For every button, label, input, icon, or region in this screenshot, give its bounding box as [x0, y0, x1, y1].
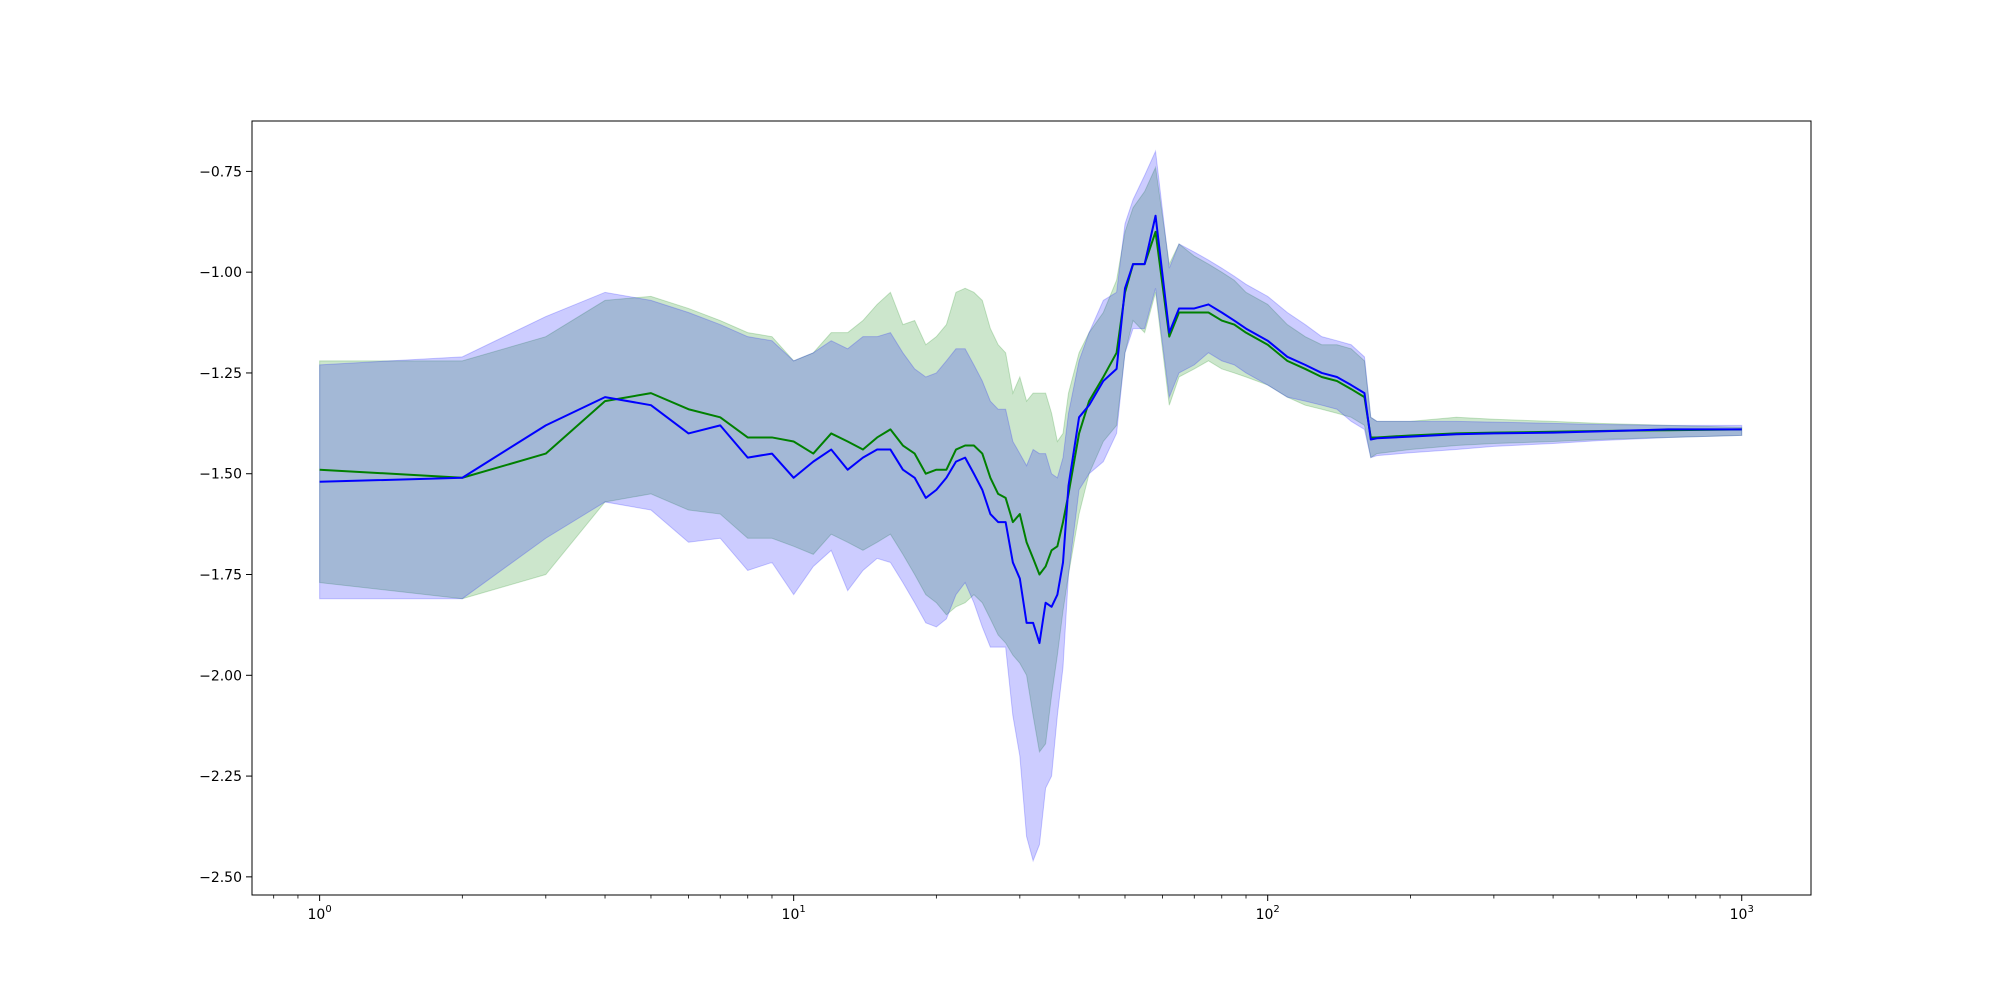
- confidence-band-1: [319, 165, 1743, 754]
- y-tick-label: −1.25: [199, 366, 242, 382]
- series-line-1: [319, 230, 1742, 576]
- series-group: [319, 149, 1743, 863]
- y-tick-label: −1.50: [199, 467, 242, 483]
- y-axis: −0.75 −1.00 −1.25 −1.50 −1.75 −2.00 −2.25 −2.50: [199, 164, 252, 886]
- y-tick-label: −1.00: [199, 265, 242, 281]
- y-tick-label: −2.50: [199, 870, 242, 886]
- confidence-band-2: [319, 149, 1743, 863]
- y-tick-label: −0.75: [199, 164, 242, 180]
- y-tick-label: −2.00: [199, 668, 242, 684]
- y-tick-label: −2.25: [199, 769, 242, 785]
- plot-area: [319, 149, 1743, 863]
- y-tick-label: −1.75: [199, 568, 242, 584]
- axes-frame: [251, 120, 1812, 896]
- series-line-2: [319, 214, 1742, 645]
